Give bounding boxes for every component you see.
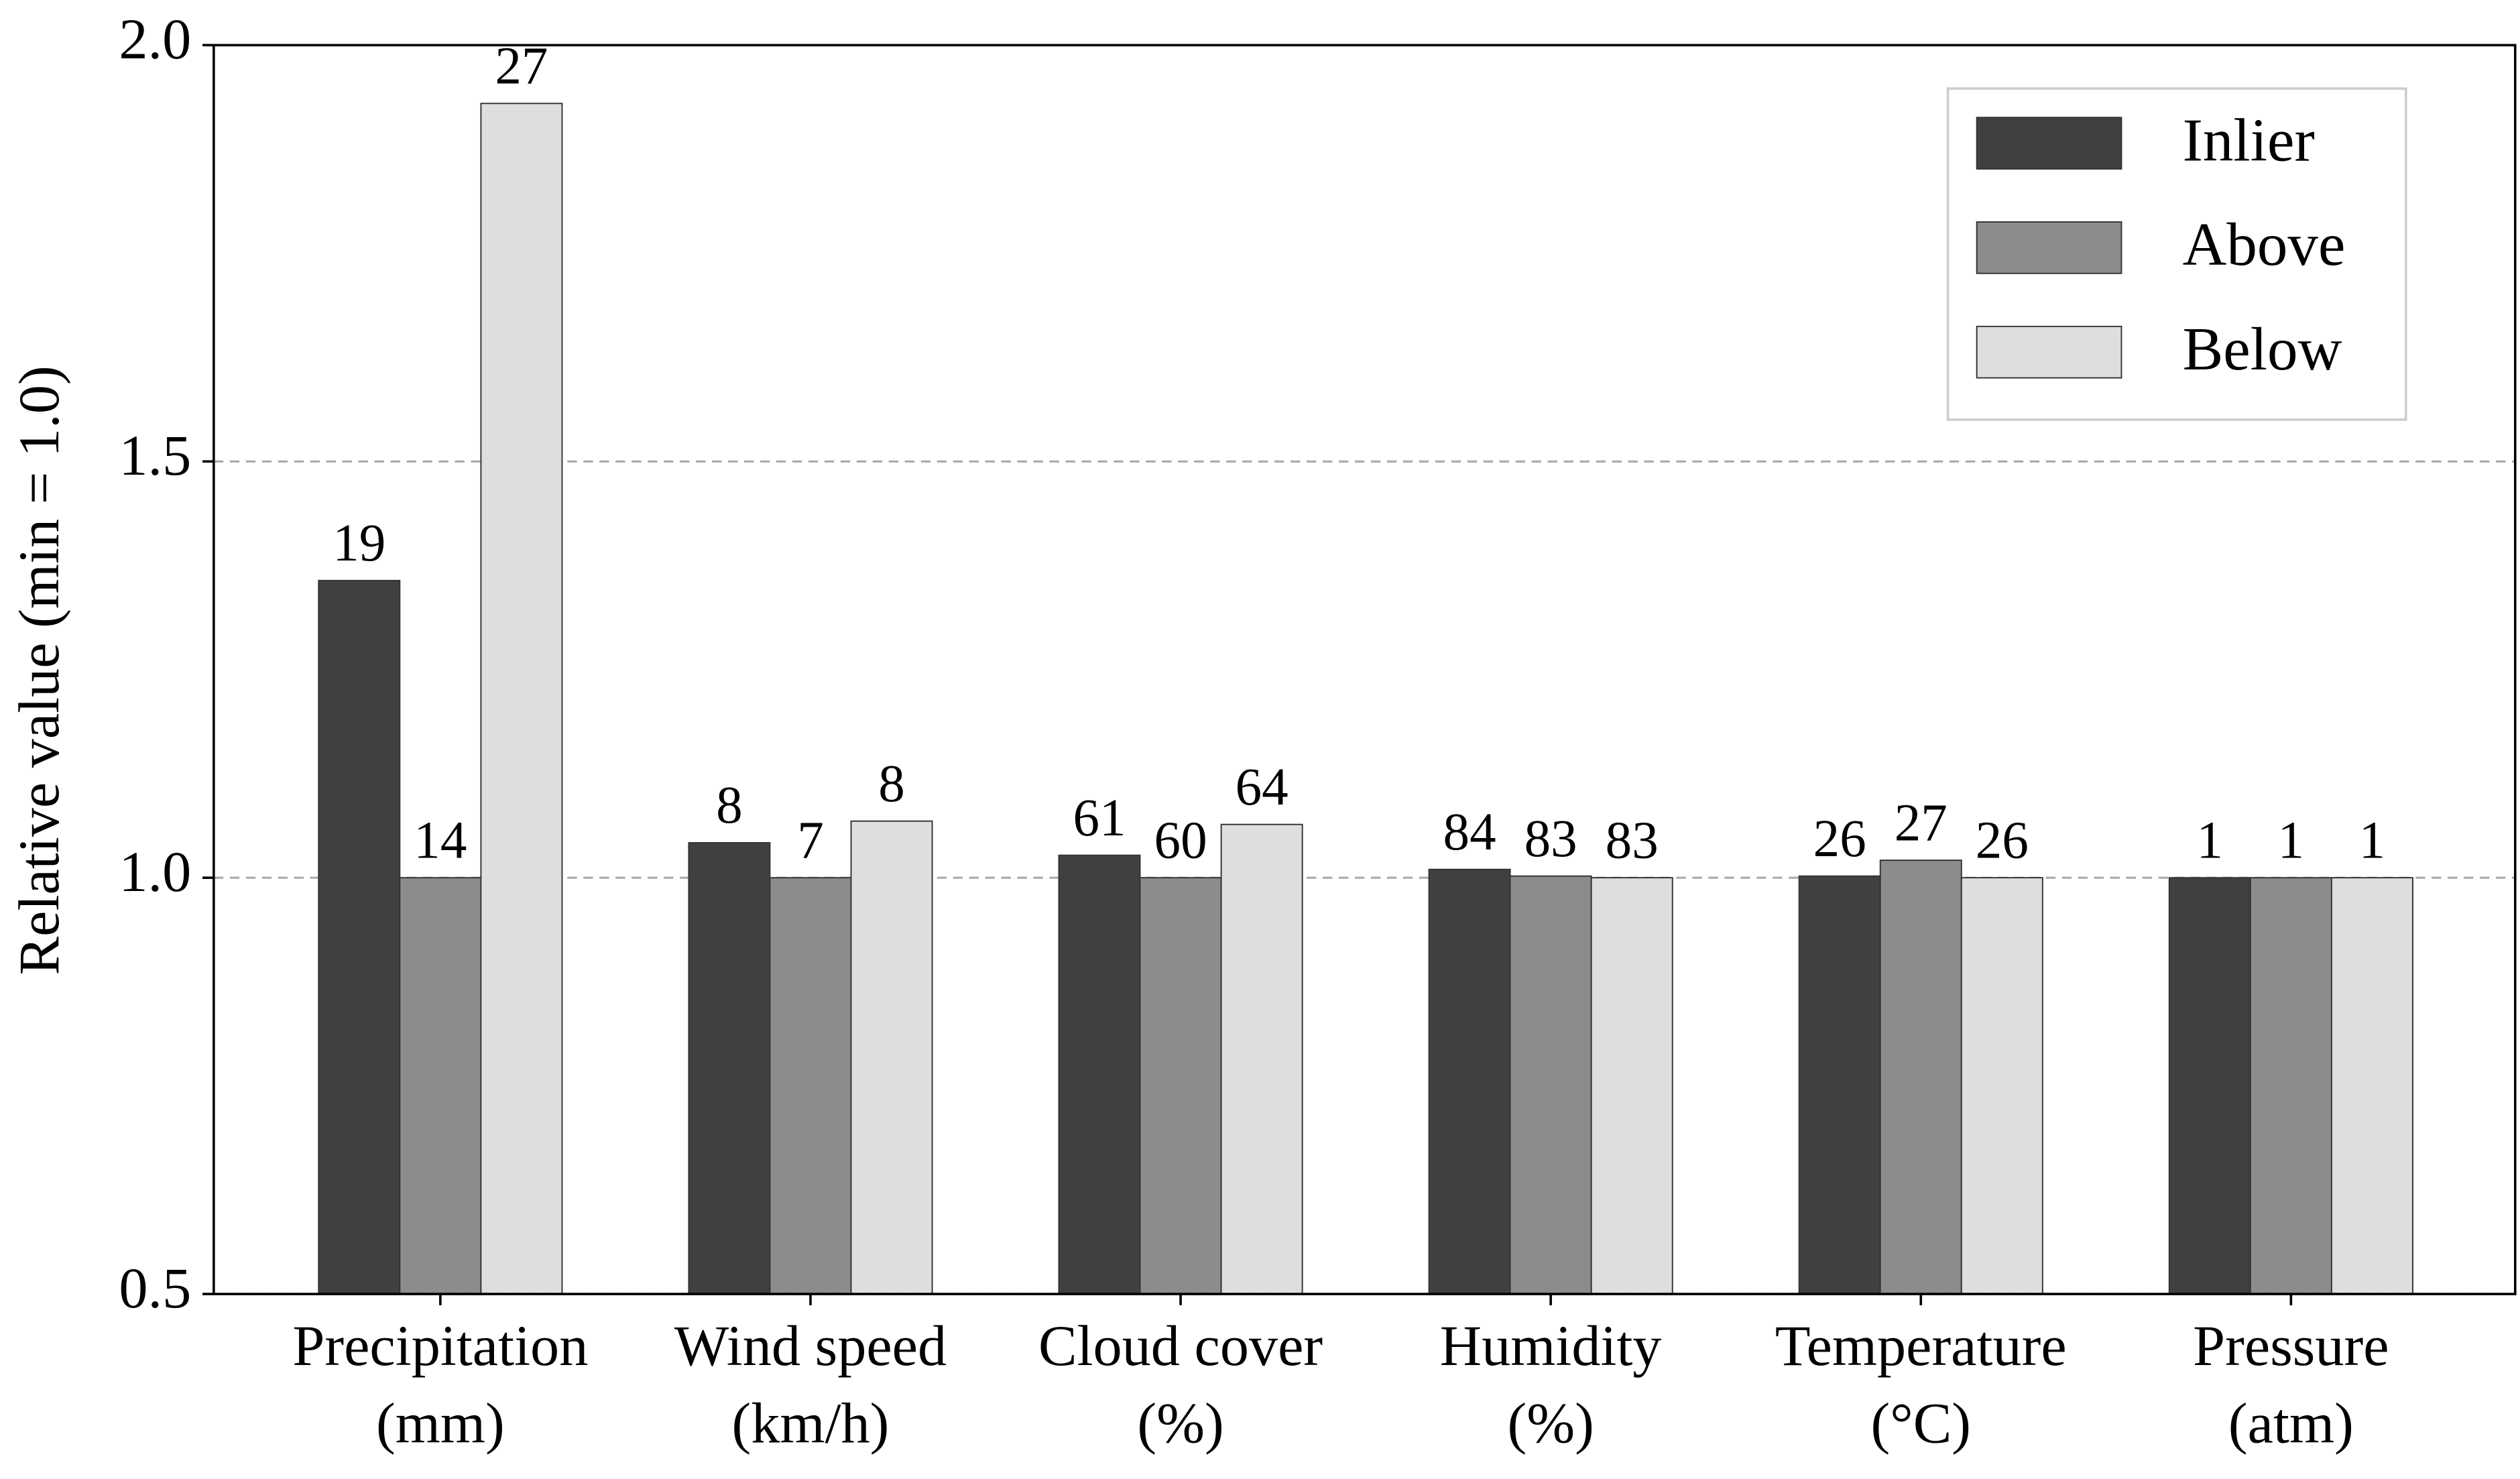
y-tick-label: 2.0	[119, 7, 191, 71]
x-tick-label: Precipitation	[292, 1313, 588, 1378]
data-label: 60	[1154, 811, 1207, 870]
bar	[1139, 877, 1222, 1295]
bar	[1428, 868, 1511, 1295]
bar	[399, 877, 482, 1295]
y-axis-label: Relative value (min = 1.0)	[7, 365, 71, 975]
x-tick-label: Pressure	[2193, 1313, 2389, 1378]
data-label: 83	[1606, 811, 1659, 870]
x-tick-label: (°C)	[1871, 1391, 1972, 1455]
legend-label: Below	[2183, 315, 2342, 383]
data-label: 84	[1443, 803, 1496, 862]
bar	[1879, 860, 1962, 1295]
x-tick-label: Humidity	[1440, 1313, 1662, 1378]
legend-swatch	[1976, 325, 2122, 379]
x-tick-label: Temperature	[1775, 1313, 2067, 1378]
data-label: 1	[2359, 811, 2386, 870]
data-label: 26	[1976, 811, 2029, 870]
x-tick-label: Cloud cover	[1038, 1313, 1323, 1378]
bar	[2330, 877, 2413, 1295]
bar	[1058, 854, 1141, 1295]
data-label: 7	[797, 811, 824, 870]
data-label: 26	[1813, 810, 1866, 868]
legend-swatch	[1976, 117, 2122, 170]
data-label: 27	[1895, 794, 1947, 852]
data-label: 8	[716, 776, 743, 835]
bar	[1798, 875, 1881, 1295]
data-label: 27	[495, 37, 548, 95]
legend-label: Above	[2183, 211, 2346, 278]
x-tick-label: (%)	[1137, 1391, 1223, 1455]
data-label: 19	[333, 514, 385, 573]
bar	[2168, 877, 2251, 1295]
y-tick-label: 1.0	[119, 839, 191, 904]
data-label: 83	[1524, 810, 1577, 868]
x-tick-label: (mm)	[376, 1391, 505, 1455]
bar	[2249, 877, 2332, 1295]
bar	[1509, 875, 1592, 1295]
data-label: 1	[2278, 811, 2305, 870]
bar	[769, 877, 852, 1295]
plot-frame	[213, 44, 2517, 1295]
y-tick-label: 1.5	[119, 423, 191, 487]
x-tick-label: (%)	[1507, 1391, 1594, 1455]
data-label: 14	[414, 811, 467, 870]
bar	[688, 842, 771, 1295]
legend-swatch	[1976, 221, 2122, 274]
x-tick-label: (km/h)	[732, 1391, 890, 1455]
bar	[1590, 877, 1673, 1295]
x-tick-label: (atm)	[2228, 1391, 2354, 1455]
y-tick-label: 0.5	[119, 1256, 191, 1320]
x-tick-label: Wind speed	[674, 1313, 947, 1378]
data-label: 1	[2197, 811, 2224, 870]
bar	[1960, 877, 2043, 1295]
bar	[1220, 823, 1303, 1295]
bar	[850, 820, 933, 1295]
data-label: 61	[1073, 789, 1126, 847]
data-label: 64	[1236, 758, 1288, 817]
bar	[318, 579, 401, 1295]
data-label: 8	[878, 755, 905, 813]
bar	[480, 103, 563, 1295]
legend-label: Inlier	[2183, 106, 2315, 174]
